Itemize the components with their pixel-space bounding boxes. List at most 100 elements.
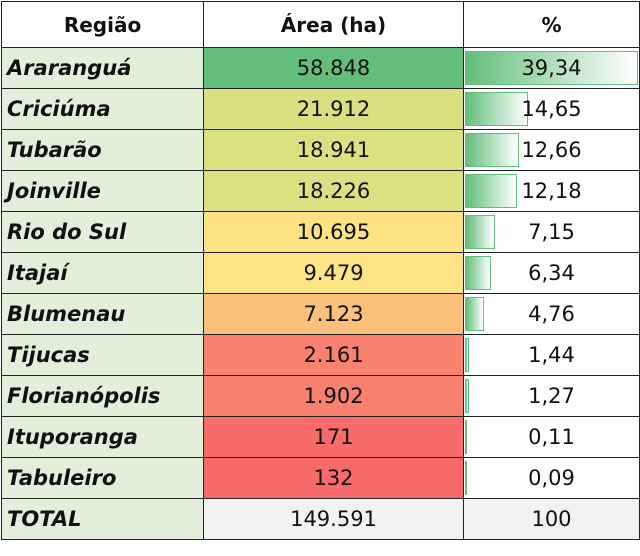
data-bar [465, 256, 492, 290]
region-cell: Itajaí [1, 252, 204, 294]
percent-cell-text: 14,65 [521, 97, 582, 121]
area-cell-text: 132 [313, 466, 354, 490]
data-row: Ituporanga 171 0,11 [1, 416, 640, 458]
percent-cell: 0,11 [463, 416, 640, 458]
region-cell: Araranguá [1, 47, 204, 89]
region-cell-text: Criciúma [7, 97, 111, 121]
data-bar [465, 461, 467, 495]
data-bar [465, 338, 470, 372]
area-cell-text: 21.912 [296, 97, 371, 121]
total-area: 149.591 [203, 498, 464, 540]
area-cell: 58.848 [203, 47, 464, 89]
region-cell: Rio do Sul [1, 211, 204, 253]
data-row: Joinville 18.226 12,18 [1, 170, 640, 212]
region-cell-text: Florianópolis [7, 384, 161, 408]
area-cell: 18.226 [203, 170, 464, 212]
data-bar [465, 379, 469, 413]
data-row: Tubarão 18.941 12,66 [1, 129, 640, 171]
data-row: Tabuleiro 132 0,09 [1, 457, 640, 499]
total-percent: 100 [463, 498, 640, 540]
region-cell-text: Rio do Sul [7, 220, 127, 244]
region-cell-text: Tijucas [7, 343, 90, 367]
data-bar [465, 92, 529, 126]
total-label: TOTAL [1, 498, 204, 540]
total-row: TOTAL 149.591 100 [1, 498, 640, 540]
percent-cell: 1,44 [463, 334, 640, 376]
region-cell: Ituporanga [1, 416, 204, 458]
data-row: Rio do Sul 10.695 7,15 [1, 211, 640, 253]
area-cell: 171 [203, 416, 464, 458]
region-cell-text: Tubarão [7, 138, 102, 162]
area-cell: 1.902 [203, 375, 464, 417]
region-cell: Joinville [1, 170, 204, 212]
region-table: Região Área (ha)% Araranguá 58.848 39,34 Cric… [1, 1, 640, 540]
data-row: Blumenau 7.123 4,76 [1, 293, 640, 335]
area-cell-text: 9.479 [303, 261, 364, 285]
region-cell: Florianópolis [1, 375, 204, 417]
header-cell: Área (ha) [203, 1, 464, 48]
percent-cell-text: 0,09 [528, 466, 575, 490]
percent-cell: 4,76 [463, 293, 640, 335]
data-row: Criciúma 21.912 14,65 [1, 88, 640, 130]
area-cell-text: 171 [313, 425, 354, 449]
region-cell: Tijucas [1, 334, 204, 376]
area-cell-text: 2.161 [303, 343, 364, 367]
percent-cell: 7,15 [463, 211, 640, 253]
data-row: Florianópolis 1.902 1,27 [1, 375, 640, 417]
header-cell: Região [1, 1, 204, 48]
region-cell-text: Itajaí [7, 261, 68, 285]
table-body: Região Área (ha)% Araranguá 58.848 39,34 Cric… [1, 1, 640, 540]
region-cell-text: Tabuleiro [7, 466, 117, 490]
percent-cell-text: 1,44 [528, 343, 575, 367]
region-cell-text: Ituporanga [7, 425, 138, 449]
area-cell-text: 10.695 [296, 220, 371, 244]
data-bar [465, 215, 495, 249]
percent-cell-text: 39,34 [521, 56, 582, 80]
area-cell-text: 18.226 [296, 179, 371, 203]
data-row: Tijucas 2.161 1,44 [1, 334, 640, 376]
region-cell-text: Araranguá [7, 56, 132, 80]
percent-cell: 12,66 [463, 129, 640, 171]
total-label-text: TOTAL [7, 507, 82, 531]
region-cell: Criciúma [1, 88, 204, 130]
percent-cell-text: 0,11 [528, 425, 575, 449]
area-cell: 132 [203, 457, 464, 499]
region-cell: Blumenau [1, 293, 204, 335]
area-cell: 18.941 [203, 129, 464, 171]
area-cell: 21.912 [203, 88, 464, 130]
percent-cell: 39,34 [463, 47, 640, 89]
area-cell: 2.161 [203, 334, 464, 376]
area-cell-text: 7.123 [303, 302, 364, 326]
percent-cell-text: 4,76 [528, 302, 575, 326]
total-area-text: 149.591 [290, 507, 377, 531]
percent-cell: 6,34 [463, 252, 640, 294]
percent-cell: 14,65 [463, 88, 640, 130]
area-cell-text: 58.848 [296, 56, 371, 80]
header-cell-text: % [541, 12, 562, 37]
data-bar [465, 51, 638, 85]
region-cell: Tabuleiro [1, 457, 204, 499]
header-cell-text: Área (ha) [280, 12, 387, 37]
data-row: Araranguá 58.848 39,34 [1, 47, 640, 89]
data-bar [465, 133, 520, 167]
percent-cell: 1,27 [463, 375, 640, 417]
header-cell-text: Região [63, 12, 142, 37]
region-cell-text: Joinville [7, 179, 101, 203]
area-cell-text: 18.941 [296, 138, 371, 162]
percent-cell-text: 1,27 [528, 384, 575, 408]
data-bar [465, 297, 485, 331]
header-cell: % [463, 1, 640, 48]
percent-cell: 12,18 [463, 170, 640, 212]
header-row: Região Área (ha)% [1, 1, 640, 48]
data-bar [465, 420, 467, 454]
data-row: Itajaí 9.479 6,34 [1, 252, 640, 294]
region-cell-text: Blumenau [7, 302, 126, 326]
data-bar [465, 174, 518, 208]
area-cell: 9.479 [203, 252, 464, 294]
percent-cell-text: 7,15 [528, 220, 575, 244]
percent-cell-text: 12,66 [521, 138, 582, 162]
percent-cell-text: 6,34 [528, 261, 575, 285]
percent-cell-text: 12,18 [521, 179, 582, 203]
region-cell: Tubarão [1, 129, 204, 171]
